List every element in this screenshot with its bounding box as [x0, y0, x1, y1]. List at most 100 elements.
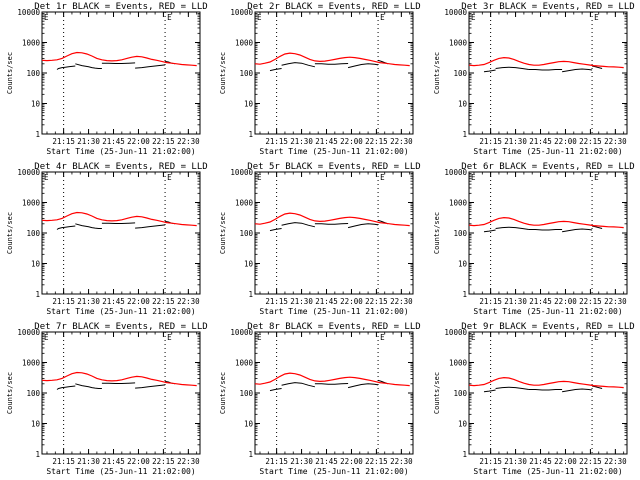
- detector-panel-3: Det 3r BLACK = Events, RED = LLD 1 10 100 10…: [427, 0, 640, 160]
- y-tick-label: 10: [458, 100, 468, 109]
- x-tick-label: 21:45: [315, 457, 338, 466]
- y-tick-label: 100: [26, 229, 40, 238]
- y-axis-label: Counts/sec: [219, 52, 227, 94]
- plot-frame: [468, 331, 628, 455]
- x-tick-label: 21:45: [529, 297, 552, 306]
- panel-title: Det 5r BLACK = Events, RED = LLD: [247, 162, 420, 172]
- y-tick-label: 1000: [22, 199, 41, 208]
- plot-frame: [41, 171, 201, 295]
- y-tick-label: 10000: [17, 168, 40, 177]
- x-tick-label: 22:15: [579, 297, 602, 306]
- x-tick-label: 22:30: [604, 137, 627, 146]
- x-tick-label: 21:15: [479, 297, 502, 306]
- y-tick-label: 10: [31, 260, 41, 269]
- x-axis-label: Start Time (25-Jun-11 21:02:00): [46, 467, 195, 476]
- events-series-line: [347, 383, 379, 389]
- x-axis-label: Start Time (25-Jun-11 21:02:00): [46, 147, 195, 156]
- x-axis-label: Start Time (25-Jun-11 21:02:00): [46, 307, 195, 316]
- x-tick-label: 22:30: [390, 137, 413, 146]
- lld-series-line: [468, 56, 624, 69]
- events-series-line: [591, 65, 603, 69]
- y-tick-label: 10: [244, 420, 254, 429]
- detector-panel-6: Det 6r BLACK = Events, RED = LLD 1 10 100 10…: [427, 160, 640, 320]
- x-tick-label: 21:15: [265, 297, 288, 306]
- y-tick-label: 100: [453, 229, 467, 238]
- events-series-line: [135, 64, 166, 69]
- x-tick-label: 22:15: [365, 297, 388, 306]
- plot-frame: [254, 11, 414, 135]
- detector-panel-2: Det 2r BLACK = Events, RED = LLD 1 10 100 10…: [213, 0, 426, 160]
- x-tick-label: 22:15: [365, 137, 388, 146]
- y-axis-label: Counts/sec: [6, 372, 14, 414]
- plot-frame: [254, 331, 414, 455]
- x-tick-label: 21:15: [52, 137, 75, 146]
- y-axis-label: Counts/sec: [6, 212, 14, 254]
- events-series-line: [56, 225, 76, 230]
- panel-svg: Det 2r BLACK = Events, RED = LLD 1 10 100 10…: [219, 2, 421, 156]
- panel-svg: Det 7r BLACK = Events, RED = LLD 1 10 100 10…: [6, 322, 208, 476]
- y-tick-label: 10000: [17, 8, 40, 17]
- x-tick-label: 21:30: [77, 457, 100, 466]
- x-axis-label: Start Time (25-Jun-11 21:02:00): [473, 307, 622, 316]
- y-tick-label: 10: [244, 260, 254, 269]
- y-tick-label: 10000: [444, 168, 467, 177]
- panel-title: Det 1r BLACK = Events, RED = LLD: [34, 2, 207, 12]
- plot-frame: [41, 331, 201, 455]
- x-tick-label: 21:45: [315, 137, 338, 146]
- x-tick-label: 22:15: [579, 457, 602, 466]
- plot-frame: [41, 11, 201, 135]
- lld-series-line: [41, 371, 197, 387]
- marker-label-e: E: [380, 333, 385, 342]
- y-tick-label: 1000: [235, 39, 254, 48]
- marker-label-e: E: [44, 13, 49, 22]
- x-tick-label: 22:30: [177, 137, 200, 146]
- x-tick-label: 21:45: [102, 457, 125, 466]
- y-axis-label: Counts/sec: [219, 212, 227, 254]
- panel-title: Det 3r BLACK = Events, RED = LLD: [461, 2, 634, 12]
- x-tick-label: 22:00: [127, 137, 150, 146]
- x-tick-label: 22:00: [127, 297, 150, 306]
- events-series-line: [101, 222, 136, 224]
- x-tick-label: 22:30: [390, 457, 413, 466]
- y-tick-label: 1000: [22, 39, 41, 48]
- panel-title: Det 2r BLACK = Events, RED = LLD: [247, 2, 420, 12]
- y-tick-label: 1: [462, 450, 467, 459]
- y-axis-label: Counts/sec: [433, 212, 441, 254]
- y-tick-label: 1: [248, 290, 253, 299]
- events-series-line: [281, 222, 316, 228]
- events-series-line: [281, 382, 316, 388]
- plot-frame: [468, 11, 628, 135]
- panel-svg: Det 9r BLACK = Events, RED = LLD 1 10 100 10…: [433, 322, 635, 476]
- events-series-line: [75, 63, 102, 69]
- x-tick-label: 21:45: [529, 457, 552, 466]
- detector-panel-5: Det 5r BLACK = Events, RED = LLD 1 10 100 10…: [213, 160, 426, 320]
- y-tick-label: 10: [458, 260, 468, 269]
- x-tick-label: 22:00: [554, 457, 577, 466]
- x-tick-label: 22:00: [340, 457, 363, 466]
- plot-frame: [468, 171, 628, 295]
- x-tick-label: 21:30: [77, 137, 100, 146]
- marker-label-e: E: [257, 13, 262, 22]
- panel-svg: Det 1r BLACK = Events, RED = LLD 1 10 100 10…: [6, 2, 208, 156]
- events-series-line: [56, 385, 76, 390]
- y-tick-label: 10000: [17, 328, 40, 337]
- events-series-line: [591, 225, 603, 229]
- x-axis-label: Start Time (25-Jun-11 21:02:00): [259, 147, 408, 156]
- y-tick-label: 1000: [22, 359, 41, 368]
- events-series-line: [75, 223, 102, 229]
- y-tick-label: 10000: [230, 168, 253, 177]
- events-series-line: [347, 63, 379, 69]
- y-tick-label: 1: [35, 450, 40, 459]
- y-tick-label: 10000: [230, 8, 253, 17]
- panel-title: Det 7r BLACK = Events, RED = LLD: [34, 322, 207, 332]
- lld-series-line: [41, 211, 197, 227]
- y-axis-label: Counts/sec: [6, 52, 14, 94]
- events-series-line: [269, 228, 282, 232]
- y-tick-label: 10: [458, 420, 468, 429]
- events-series-line: [528, 69, 563, 71]
- x-tick-label: 22:00: [127, 457, 150, 466]
- marker-label-e: E: [167, 333, 172, 342]
- x-tick-label: 22:00: [340, 297, 363, 306]
- events-series-line: [135, 224, 166, 229]
